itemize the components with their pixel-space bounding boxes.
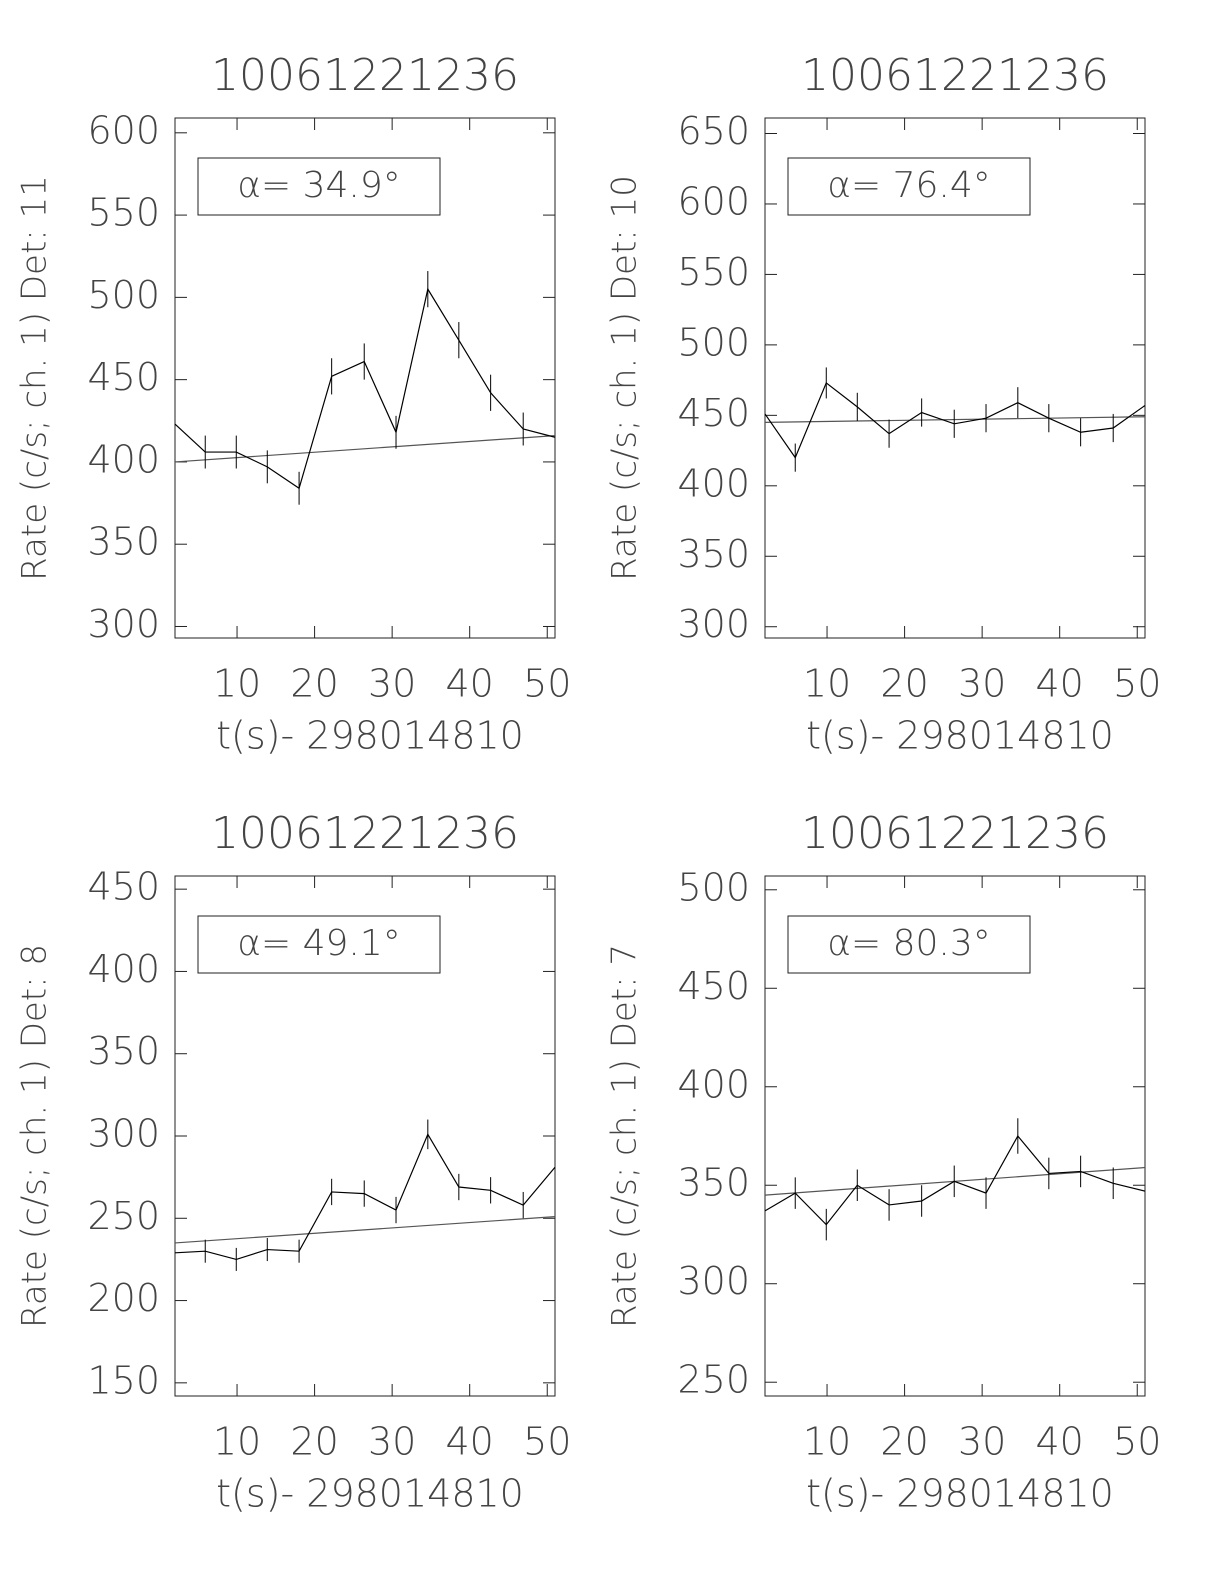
x-tick-label: 40 [1036, 1420, 1084, 1464]
annotation: α= 80.3° [827, 923, 991, 964]
annotation-box [787, 157, 1031, 216]
x-tick-label: 10 [803, 662, 851, 706]
y-tick-label: 150 [87, 1358, 160, 1402]
annotation-box [197, 157, 441, 216]
y-tick-label: 250 [87, 1194, 160, 1238]
x-tick-label: 10 [213, 1420, 261, 1464]
x-tick-label: 10 [213, 662, 261, 706]
annotation-box [197, 915, 441, 974]
plot-frame [174, 117, 556, 639]
annotation: α= 76.4° [827, 165, 991, 206]
y-axis-label: Rate (c/s; ch. 1) Det: 7 [605, 944, 645, 1328]
y-tick-label: 350 [677, 532, 750, 576]
fit-line [174, 1216, 556, 1244]
y-tick-label: 450 [677, 391, 750, 435]
fit-line [174, 434, 556, 463]
y-tick-label: 450 [87, 865, 160, 909]
y-tick-label: 350 [87, 1029, 160, 1073]
plot-frame [764, 875, 1146, 1397]
x-tick-label: 50 [1113, 662, 1161, 706]
panel-title: 10061221236 [211, 808, 519, 859]
y-tick-label: 400 [87, 437, 160, 481]
panel-title: 10061221236 [211, 50, 519, 101]
x-tick-label: 30 [958, 1420, 1006, 1464]
x-axis-label: t(s)- 298014810 [216, 1472, 524, 1516]
y-tick-label: 300 [677, 1259, 750, 1303]
panel: 10061221236 Rate (c/s; ch. 1) Det: 10 t(s)… [605, 50, 1162, 758]
x-axis-label: t(s)- 298014810 [806, 1472, 1114, 1516]
panel-title: 10061221236 [801, 50, 1109, 101]
annotation-box [787, 915, 1031, 974]
x-tick-label: 50 [523, 662, 571, 706]
y-tick-label: 300 [87, 602, 160, 646]
x-tick-label: 50 [523, 1420, 571, 1464]
y-tick-label: 600 [87, 108, 160, 152]
plot-frame [764, 117, 1146, 639]
y-axis-label: Rate (c/s; ch. 1) Det: 10 [605, 175, 645, 581]
y-tick-label: 500 [87, 273, 160, 317]
x-tick-label: 30 [958, 662, 1006, 706]
y-tick-label: 300 [677, 602, 750, 646]
x-tick-label: 20 [290, 1420, 338, 1464]
y-tick-label: 400 [677, 461, 750, 505]
y-tick-label: 650 [677, 109, 750, 153]
x-tick-label: 20 [880, 662, 928, 706]
y-tick-label: 300 [87, 1112, 160, 1156]
y-tick-label: 350 [677, 1161, 750, 1205]
x-tick-label: 40 [446, 662, 494, 706]
data-line [764, 381, 1146, 459]
y-tick-label: 500 [677, 865, 750, 909]
panel-title: 10061221236 [801, 808, 1109, 859]
x-axis-label: t(s)- 298014810 [216, 714, 524, 758]
x-tick-label: 40 [446, 1420, 494, 1464]
x-axis-label: t(s)- 298014810 [806, 714, 1114, 758]
panel: 10061221236 Rate (c/s; ch. 1) Det: 11 t(s)… [15, 50, 572, 758]
panel: 10061221236 Rate (c/s; ch. 1) Det: 7 t(s)-… [605, 808, 1162, 1516]
data-line [174, 1133, 556, 1261]
x-tick-label: 50 [1113, 1420, 1161, 1464]
y-axis-label: Rate (c/s; ch. 1) Det: 11 [15, 175, 55, 581]
y-tick-label: 350 [87, 520, 160, 564]
y-tick-label: 450 [677, 964, 750, 1008]
y-tick-label: 550 [677, 250, 750, 294]
data-line [764, 1134, 1146, 1226]
y-tick-label: 250 [677, 1358, 750, 1402]
x-tick-label: 20 [880, 1420, 928, 1464]
y-axis-label: Rate (c/s; ch. 1) Det: 8 [15, 944, 55, 1328]
y-tick-label: 400 [677, 1062, 750, 1106]
x-tick-label: 20 [290, 662, 338, 706]
x-tick-label: 40 [1036, 662, 1084, 706]
y-tick-label: 500 [677, 320, 750, 364]
x-tick-label: 30 [368, 1420, 416, 1464]
annotation: α= 49.1° [237, 923, 401, 964]
annotation: α= 34.9° [237, 165, 401, 206]
y-tick-label: 200 [87, 1276, 160, 1320]
y-tick-label: 600 [677, 179, 750, 223]
x-tick-label: 10 [803, 1420, 851, 1464]
panel: 10061221236 Rate (c/s; ch. 1) Det: 8 t(s)-… [15, 808, 572, 1516]
fit-line [764, 416, 1146, 423]
x-tick-label: 30 [368, 662, 416, 706]
y-tick-label: 400 [87, 947, 160, 991]
y-tick-label: 550 [87, 191, 160, 235]
y-tick-label: 450 [87, 355, 160, 399]
